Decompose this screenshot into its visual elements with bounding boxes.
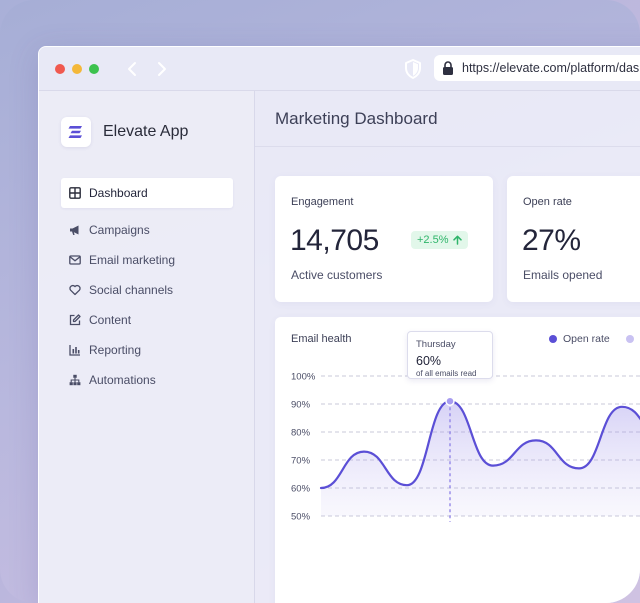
sidebar-item-label: Content [89, 313, 132, 327]
address-bar[interactable]: https://elevate.com/platform/dashboard [434, 55, 640, 81]
sidebar-item-label: Social channels [89, 283, 174, 297]
engagement-change-value: +2.5% [417, 234, 449, 246]
minimize-window-button[interactable] [72, 64, 82, 74]
maximize-window-button[interactable] [89, 64, 99, 74]
engagement-sub: Active customers [291, 268, 383, 282]
highlight-point[interactable] [445, 396, 455, 406]
open-rate-line [319, 400, 640, 490]
open-rate-value: 27% [522, 224, 581, 257]
legend-dot-open-rate [549, 335, 557, 343]
app-name: Elevate App [103, 123, 189, 140]
forward-arrow-icon[interactable] [151, 59, 171, 79]
tooltip-value: 60% [416, 354, 442, 368]
sidebar-menu: Dashboard Campaigns Email marketing [61, 178, 233, 395]
engagement-label: Engagement [291, 196, 354, 208]
sidebar-item-email-marketing[interactable]: Email marketing [61, 245, 233, 275]
sidebar-item-label: Reporting [89, 343, 142, 357]
chart-legend: Open rate Cl [549, 333, 640, 345]
sidebar-item-automations[interactable]: Automations [61, 365, 233, 395]
sidebar-item-content[interactable]: Content [61, 305, 233, 335]
main-header: Marketing Dashboard [255, 91, 640, 147]
engagement-change-badge: +2.5% [411, 231, 468, 249]
open-rate-sub: Emails opened [523, 268, 603, 282]
chart-tooltip: Thursday 60% of all emails read [407, 331, 493, 379]
shield-icon[interactable] [404, 59, 422, 79]
megaphone-icon [70, 225, 79, 235]
heart-icon [69, 284, 81, 296]
legend-item-clicks[interactable]: Cl [625, 333, 640, 345]
bar-chart-icon [69, 345, 80, 356]
y-tick-label: 90% [291, 400, 311, 411]
main-content: Marketing Dashboard Engagement 14,705 +2… [255, 91, 640, 603]
back-arrow-icon[interactable] [123, 59, 143, 79]
email-health-card: 100% 90% 80% 70% 60% 50% Email health Open ra… [275, 317, 640, 603]
arrow-up-icon [452, 235, 462, 245]
sidebar-item-label: Automations [89, 373, 156, 387]
sidebar-item-label: Dashboard [89, 186, 148, 200]
sidebar-item-dashboard[interactable]: Dashboard [61, 178, 233, 208]
tooltip-sub: of all emails read [416, 369, 477, 378]
chart-title: Email health [291, 333, 352, 345]
sidebar-item-campaigns[interactable]: Campaigns [61, 215, 233, 245]
email-health-chart: 100% 90% 80% 70% 60% 50% [291, 372, 640, 523]
close-window-button[interactable] [55, 64, 65, 74]
page-title: Marketing Dashboard [275, 108, 438, 128]
lock-icon [443, 61, 453, 75]
legend-label: Open rate [563, 333, 610, 345]
legend-dot-clicks [625, 335, 634, 343]
browser-window: https://elevate.com/platform/dashboard E… [38, 46, 640, 603]
open-rate-card[interactable]: Open rate 27% Emails opened [507, 176, 640, 302]
y-tick-label: 50% [291, 512, 311, 523]
open-rate-area [321, 401, 640, 516]
open-rate-label: Open rate [523, 196, 572, 208]
edit-icon [69, 314, 81, 326]
legend-item-open-rate[interactable]: Open rate [549, 333, 610, 345]
hierarchy-icon [69, 374, 81, 386]
address-url: https://elevate.com/platform/dashboard [462, 61, 640, 75]
sidebar-item-label: Email marketing [89, 253, 176, 267]
y-tick-label: 60% [291, 484, 311, 495]
grid-icon [69, 187, 81, 199]
sidebar: Elevate App Dashboard Campaigns [39, 91, 255, 603]
y-tick-label: 70% [291, 456, 311, 467]
tooltip-day: Thursday [416, 339, 456, 350]
y-tick-label: 100% [291, 372, 316, 383]
sidebar-item-social-channels[interactable]: Social channels [61, 275, 233, 305]
envelope-icon [69, 255, 81, 265]
sidebar-item-label: Campaigns [89, 223, 150, 237]
engagement-value: 14,705 [290, 224, 379, 257]
sidebar-item-reporting[interactable]: Reporting [61, 335, 233, 365]
elevate-logo-icon [61, 117, 91, 147]
y-tick-label: 80% [291, 428, 311, 439]
brand[interactable]: Elevate App [61, 117, 188, 147]
engagement-card[interactable]: Engagement 14,705 +2.5% Active customers [275, 176, 493, 302]
browser-titlebar: https://elevate.com/platform/dashboard [39, 47, 640, 91]
